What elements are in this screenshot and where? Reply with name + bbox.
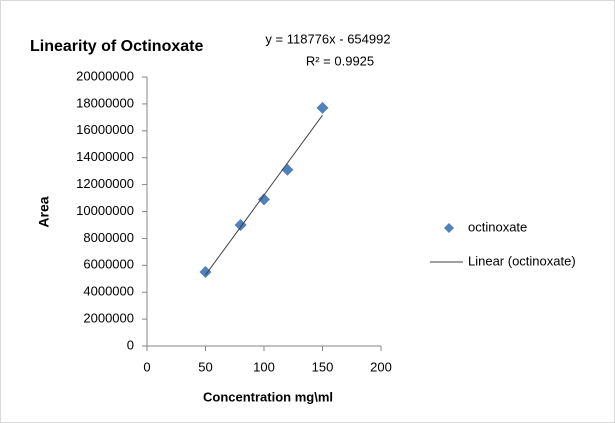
legend-label: octinoxate	[468, 219, 527, 234]
y-tick-label: 10000000	[76, 203, 134, 218]
equation: y = 118776x - 654992	[265, 31, 390, 46]
y-tick-label: 14000000	[76, 149, 134, 164]
point	[234, 218, 247, 231]
x-tick-label: 200	[370, 359, 392, 374]
x-tick-label: 50	[198, 359, 212, 374]
x-tick-label: 100	[253, 359, 275, 374]
legend-label: Linear (octinoxate)	[468, 253, 576, 268]
trendline	[205, 114, 323, 276]
legend-marker	[444, 223, 454, 233]
x-tick-label: 0	[143, 359, 150, 374]
point	[316, 101, 329, 114]
y-tick-label: 0	[127, 337, 134, 352]
y-tick-label: 4000000	[83, 284, 134, 299]
chart-title: Linearity of Octinoxate	[30, 38, 203, 55]
point	[258, 193, 270, 206]
x-axis-title: Concentration mg\ml	[203, 389, 333, 404]
y-axis-title: Area	[36, 196, 52, 227]
x-tick-label: 150	[312, 359, 334, 374]
r-squared: R² = 0.9925	[306, 53, 374, 68]
y-tick-label: 18000000	[76, 95, 134, 110]
point	[199, 266, 212, 279]
y-tick-label: 12000000	[76, 176, 134, 191]
y-tick-label: 8000000	[83, 230, 134, 245]
y-tick-label: 2000000	[83, 311, 134, 326]
y-tick-label: 20000000	[76, 68, 134, 83]
y-tick-label: 16000000	[76, 122, 134, 137]
y-tick-label: 6000000	[83, 257, 134, 272]
